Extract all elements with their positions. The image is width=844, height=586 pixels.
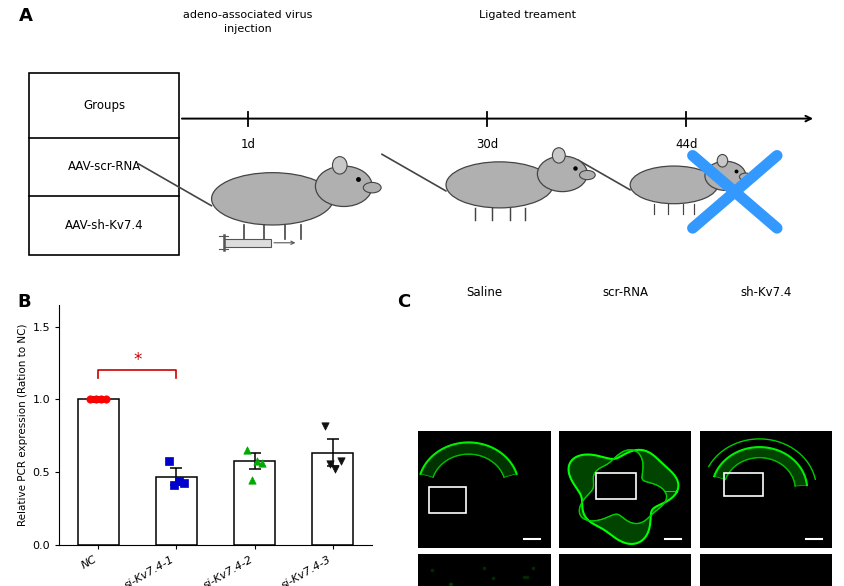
Bar	[723, 473, 763, 496]
Text: AAV-sh-Kv7.4: AAV-sh-Kv7.4	[65, 219, 143, 232]
Polygon shape	[420, 442, 516, 477]
Bar	[29, 73, 179, 255]
Text: 1d: 1d	[241, 138, 255, 151]
Text: Groups: Groups	[83, 99, 125, 112]
Ellipse shape	[315, 166, 371, 206]
Point	[323, 459, 337, 469]
Ellipse shape	[332, 156, 347, 174]
Point	[245, 475, 258, 485]
Text: B: B	[17, 293, 30, 311]
Ellipse shape	[537, 156, 587, 192]
Bar	[156, 476, 197, 545]
Text: sh-Kv7.4: sh-Kv7.4	[739, 286, 791, 299]
Point	[167, 481, 181, 490]
Point	[525, 564, 538, 573]
Bar	[596, 473, 636, 499]
Y-axis label: Relative PCR expression (Ration to NC): Relative PCR expression (Ration to NC)	[19, 323, 29, 526]
Point	[84, 395, 97, 404]
Bar	[224, 239, 271, 247]
Text: 44d: 44d	[674, 138, 696, 151]
Polygon shape	[568, 450, 678, 544]
Point	[432, 584, 446, 586]
Text: *: *	[133, 351, 141, 369]
Point	[517, 573, 530, 582]
Point	[318, 421, 332, 430]
Text: C: C	[397, 293, 410, 311]
Text: AAV-scr-RNA: AAV-scr-RNA	[68, 161, 141, 173]
Ellipse shape	[579, 171, 594, 180]
Ellipse shape	[630, 166, 717, 204]
Point	[89, 395, 102, 404]
Bar	[312, 452, 353, 545]
Point	[172, 476, 186, 486]
Ellipse shape	[738, 173, 751, 180]
Text: 30d: 30d	[476, 138, 498, 151]
Point	[485, 573, 499, 582]
Bar	[429, 487, 465, 513]
Point	[477, 564, 490, 573]
Point	[333, 456, 347, 466]
Ellipse shape	[717, 155, 727, 167]
Bar	[78, 400, 118, 545]
Text: adeno-associated virus
injection: adeno-associated virus injection	[183, 11, 312, 33]
Point	[177, 478, 191, 488]
Ellipse shape	[704, 161, 745, 190]
Ellipse shape	[211, 173, 333, 225]
Ellipse shape	[363, 182, 381, 193]
Point	[240, 445, 253, 454]
Point	[255, 458, 268, 468]
Point	[100, 395, 113, 404]
Text: A: A	[19, 7, 32, 25]
Ellipse shape	[446, 162, 553, 208]
Bar	[234, 461, 274, 545]
Point	[442, 579, 456, 586]
Point	[94, 395, 107, 404]
Point	[520, 572, 533, 581]
Point	[328, 464, 342, 473]
Text: Saline: Saline	[466, 286, 502, 299]
Point	[250, 456, 263, 466]
Point	[162, 456, 176, 465]
Point	[444, 579, 457, 586]
Text: scr-RNA: scr-RNA	[602, 286, 647, 299]
Text: Ligated treament: Ligated treament	[479, 11, 576, 21]
Point	[425, 565, 438, 574]
Polygon shape	[713, 447, 806, 486]
Ellipse shape	[552, 148, 565, 163]
